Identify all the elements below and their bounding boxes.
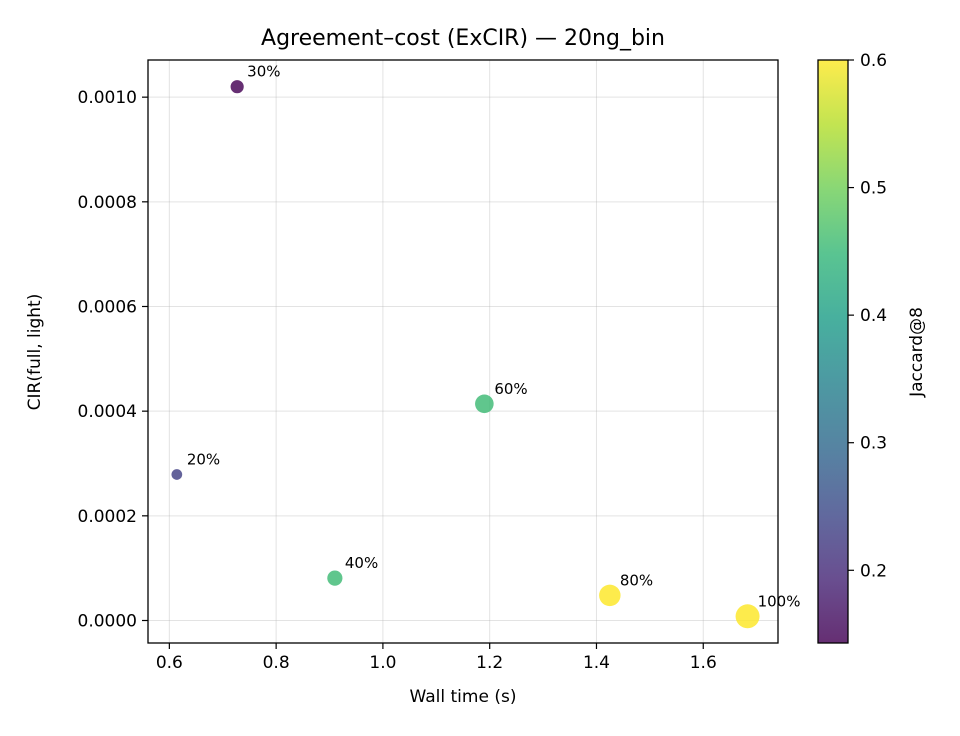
data-point <box>735 604 760 629</box>
plot-frame <box>147 59 779 644</box>
data-point <box>230 80 244 94</box>
x-tick-label: 1.4 <box>583 653 610 673</box>
data-point-label: 80% <box>620 571 653 589</box>
y-tick-label: 0.0002 <box>78 507 137 527</box>
y-tick-label: 0.0004 <box>78 402 137 422</box>
x-tick-label: 0.6 <box>156 653 183 673</box>
colorbar <box>817 59 849 644</box>
x-tick-label: 1.6 <box>690 653 717 673</box>
data-point-label: 20% <box>187 450 220 468</box>
y-axis-label: CIR(full, light) <box>25 294 45 411</box>
colorbar-tick-label: 0.4 <box>860 306 887 326</box>
x-tick-label: 1.2 <box>476 653 503 673</box>
data-point <box>475 394 494 414</box>
y-axis-ticks: 0.0000 0.0002 0.0004 0.0006 0.0008 0.0010 <box>78 88 148 631</box>
point-labels: 20% 30% 40% 60% 80% 100% <box>187 63 801 611</box>
x-axis-ticks: 0.6 0.8 1.0 1.2 1.4 1.6 <box>156 643 717 673</box>
x-axis-label: Wall time (s) <box>410 687 517 707</box>
data-point-label: 40% <box>345 554 378 572</box>
chart-title: Agreement–cost (ExCIR) — 20ng_bin <box>261 26 665 51</box>
colorbar-tick-label: 0.6 <box>860 51 887 71</box>
colorbar-tick-label: 0.3 <box>860 434 887 454</box>
data-point <box>171 469 183 480</box>
y-tick-label: 0.0010 <box>78 88 137 108</box>
y-tick-label: 0.0008 <box>78 193 137 213</box>
colorbar-ticks: 0.2 0.3 0.4 0.5 0.6 <box>848 51 887 581</box>
grid <box>148 60 778 643</box>
data-points <box>171 80 760 629</box>
x-tick-label: 1.0 <box>369 653 396 673</box>
y-tick-label: 0.0000 <box>78 611 137 631</box>
colorbar-tick-label: 0.5 <box>860 179 887 199</box>
colorbar-tick-label: 0.2 <box>860 561 887 581</box>
data-point-label: 100% <box>758 592 801 610</box>
data-point <box>599 584 621 607</box>
x-tick-label: 0.8 <box>263 653 290 673</box>
data-point <box>327 570 343 586</box>
data-point-label: 60% <box>494 380 527 398</box>
y-tick-label: 0.0006 <box>78 297 137 317</box>
data-point-label: 30% <box>247 63 280 81</box>
colorbar-label: Jaccard@8 <box>907 307 927 398</box>
